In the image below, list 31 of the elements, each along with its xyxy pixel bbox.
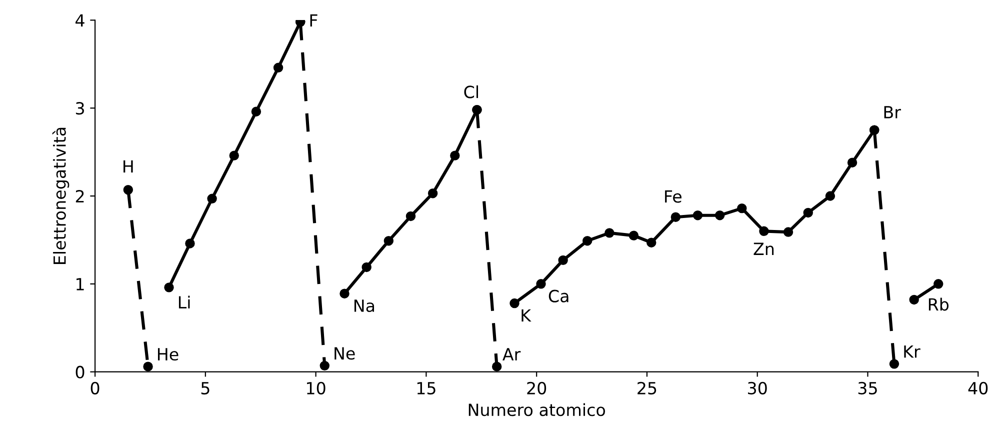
x-tick-label: 35 [858, 382, 877, 394]
x-tick-label: 15 [417, 382, 436, 394]
y-tick-label: 1 [76, 278, 84, 290]
y-tick-label: 3 [76, 102, 84, 115]
annotation: Kr [904, 346, 920, 358]
x-tick-label: 10 [307, 382, 326, 394]
annotation: K [522, 309, 532, 322]
annotation: Ar [502, 348, 521, 360]
x-tick-label: 20 [527, 382, 546, 394]
annotation: Fe [665, 190, 682, 203]
annotation: Li [178, 296, 190, 308]
annotation: Rb [928, 298, 949, 311]
y-tick-label: 4 [76, 14, 84, 26]
y-tick-label: 0 [76, 366, 84, 378]
annotation: Br [884, 106, 901, 118]
annotation: H [124, 160, 133, 172]
x-tick-label: 25 [638, 382, 656, 394]
annotation: Cl [464, 85, 478, 98]
x-tick-label: 40 [968, 382, 988, 394]
x-tick-label: 0 [90, 382, 100, 394]
x-axis-title: Numero atomico [468, 403, 605, 416]
annotation: Ne [334, 347, 355, 360]
y-tick-label: 2 [76, 190, 84, 202]
x-tick-label: 30 [748, 382, 767, 394]
y-axis-title: Elettronegatività [52, 128, 70, 264]
annotation: Na [354, 300, 374, 312]
annotation: Zn [754, 242, 774, 255]
annotation: F [310, 14, 318, 27]
annotation: He [158, 348, 178, 361]
annotation: Ca [548, 290, 568, 302]
x-tick-label: 5 [201, 382, 210, 394]
